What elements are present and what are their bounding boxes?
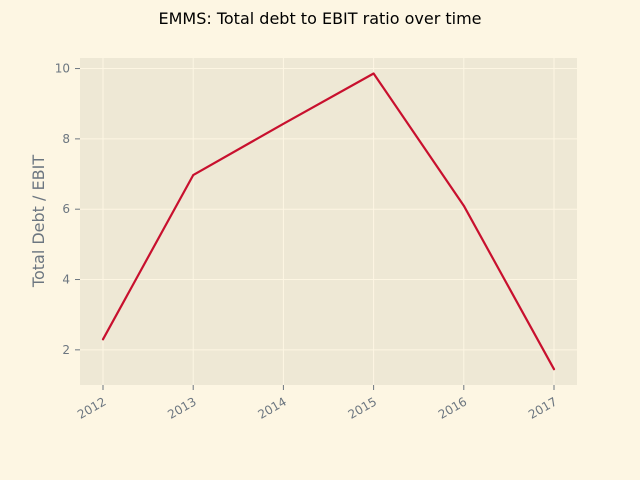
y-tick-label: 10	[55, 62, 70, 76]
x-tick-label: 2013	[165, 394, 198, 421]
x-tick-label: 2012	[75, 394, 108, 421]
grid	[80, 58, 577, 385]
chart-title: EMMS: Total debt to EBIT ratio over time	[158, 9, 481, 28]
x-tick-label: 2016	[436, 394, 469, 421]
x-tick-label: 2014	[255, 394, 288, 421]
y-axis-label: Total Debt / EBIT	[29, 155, 48, 288]
y-tick-label: 8	[62, 132, 70, 146]
plot-area	[80, 58, 577, 385]
y-tick-label: 2	[62, 343, 70, 357]
y-tick-label: 4	[62, 273, 70, 287]
y-tick-label: 6	[62, 202, 70, 216]
x-tick-label: 2017	[526, 394, 559, 421]
series-line	[101, 72, 556, 371]
series-layer	[101, 72, 556, 371]
x-tick-label: 2015	[346, 394, 379, 421]
